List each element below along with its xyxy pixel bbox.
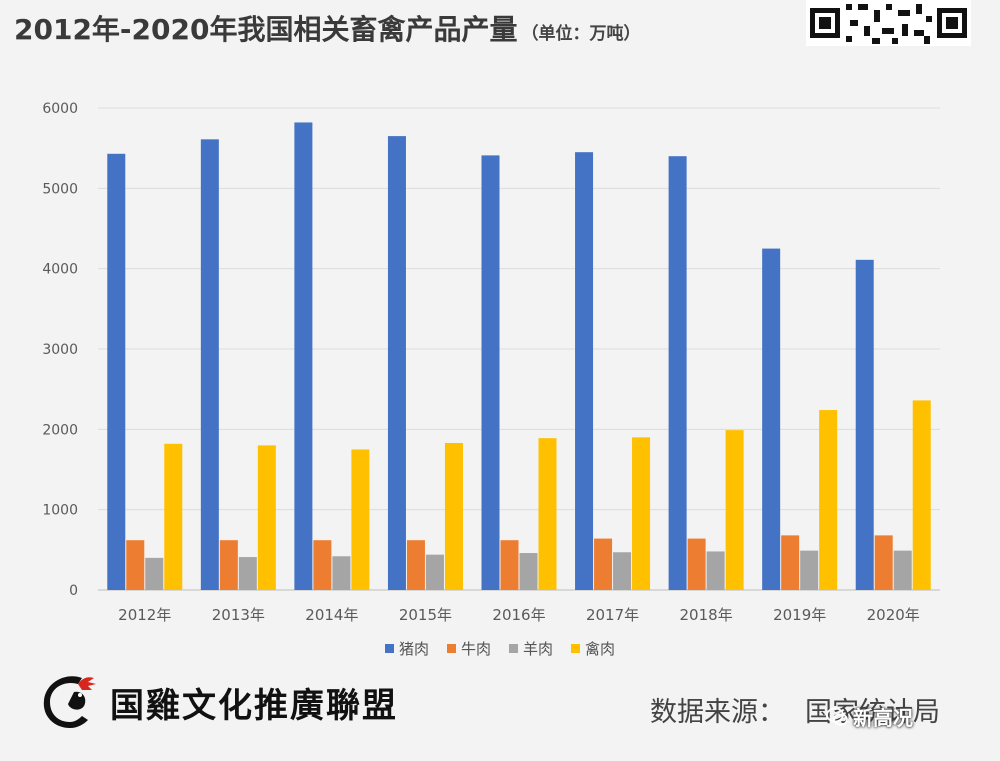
- legend-label: 禽肉: [585, 640, 616, 658]
- bar-牛肉-2020年: [874, 535, 893, 590]
- bar-牛肉-2018年: [687, 538, 706, 590]
- y-tick-label: 2000: [42, 422, 78, 438]
- bars: [107, 122, 931, 591]
- bar-禽肉-2018年: [725, 430, 744, 590]
- bar-猪肉-2019年: [762, 248, 781, 591]
- y-axis-ticks: 0 1000 2000 3000 4000 5000 6000: [42, 101, 78, 599]
- bar-猪肉-2016年: [481, 155, 500, 590]
- gridlines: [98, 107, 940, 591]
- legend-label: 羊肉: [523, 640, 554, 658]
- wechat-handle: 新高况: [853, 706, 913, 730]
- bar-猪肉-2014年: [294, 122, 313, 591]
- wechat-watermark: 新高况: [826, 702, 913, 731]
- legend-swatch: [446, 644, 456, 653]
- x-tick-label: 2014年: [305, 606, 358, 624]
- unit-label: （单位：万吨）: [521, 24, 641, 44]
- x-tick-label: 2016年: [492, 606, 545, 624]
- bar-羊肉-2015年: [425, 554, 444, 590]
- bar-羊肉-2020年: [893, 550, 912, 590]
- bar-禽肉-2020年: [912, 400, 931, 590]
- x-tick-label: 2015年: [399, 606, 452, 624]
- x-tick-label: 2012年: [118, 606, 171, 624]
- bar-禽肉-2012年: [164, 443, 183, 590]
- bar-牛肉-2012年: [126, 540, 145, 590]
- title-text: 2012年-2020年我国相关畜禽产品产量: [14, 13, 518, 46]
- legend-item: 禽肉: [571, 638, 615, 659]
- chart-title: 2012年-2020年我国相关畜禽产品产量 （单位：万吨）: [14, 8, 640, 48]
- bar-牛肉-2019年: [781, 535, 800, 590]
- bar-羊肉-2013年: [238, 557, 257, 590]
- x-tick-label: 2020年: [867, 606, 920, 624]
- legend-item: 猪肉: [384, 638, 429, 659]
- qr-code-icon: [806, 0, 971, 46]
- rooster-logo-icon: [43, 676, 96, 728]
- bar-猪肉-2013年: [200, 139, 219, 590]
- bar-牛肉-2016年: [500, 540, 519, 590]
- y-tick-label: 4000: [42, 262, 78, 278]
- bar-牛肉-2017年: [594, 538, 613, 590]
- bar-chart: 0 1000 2000 3000 4000 5000 6000 2012年 2013年 2014…: [42, 101, 940, 624]
- bar-禽肉-2014年: [351, 449, 370, 590]
- legend-swatch: [384, 644, 394, 653]
- wechat-icon: [826, 707, 848, 726]
- bar-禽肉-2017年: [632, 437, 651, 590]
- bar-羊肉-2012年: [145, 557, 164, 590]
- bar-羊肉-2016年: [519, 553, 538, 590]
- bar-禽肉-2013年: [257, 445, 276, 590]
- legend-swatch: [571, 644, 581, 653]
- y-tick-label: 0: [69, 583, 78, 599]
- x-tick-label: 2017年: [586, 606, 639, 624]
- x-tick-label: 2013年: [212, 606, 265, 624]
- y-tick-label: 5000: [42, 181, 78, 197]
- x-tick-label: 2018年: [680, 606, 733, 624]
- legend-item: 羊肉: [509, 638, 553, 659]
- bar-羊肉-2017年: [613, 552, 632, 590]
- legend: 猪肉 牛肉 羊肉 禽肉: [0, 638, 1000, 659]
- y-tick-label: 3000: [42, 342, 78, 358]
- source-label: 数据来源：: [650, 697, 785, 728]
- x-axis-ticks: 2012年 2013年 2014年 2015年 2016年 2017年 2018年 2019年…: [118, 606, 920, 624]
- bar-猪肉-2012年: [107, 153, 126, 590]
- legend-swatch: [509, 644, 518, 653]
- y-tick-label: 1000: [42, 503, 78, 519]
- bar-牛肉-2014年: [313, 540, 332, 590]
- legend-item: 牛肉: [446, 638, 491, 659]
- organization-name: 国雞文化推廣聯盟: [110, 686, 398, 726]
- x-tick-label: 2019年: [773, 606, 826, 624]
- bar-羊肉-2014年: [332, 556, 351, 590]
- legend-label: 牛肉: [460, 640, 491, 658]
- legend-label: 猪肉: [398, 640, 429, 658]
- bar-牛肉-2015年: [406, 540, 425, 590]
- bar-禽肉-2016年: [538, 438, 557, 590]
- bar-猪肉-2020年: [855, 259, 874, 590]
- bar-羊肉-2019年: [800, 550, 819, 590]
- bar-牛肉-2013年: [219, 540, 238, 590]
- bar-猪肉-2018年: [668, 156, 687, 590]
- bar-禽肉-2015年: [444, 442, 463, 590]
- bar-禽肉-2019年: [819, 410, 838, 590]
- bar-羊肉-2018年: [706, 551, 725, 590]
- bar-猪肉-2017年: [575, 152, 594, 590]
- y-tick-label: 6000: [42, 101, 78, 117]
- bar-猪肉-2015年: [387, 136, 406, 590]
